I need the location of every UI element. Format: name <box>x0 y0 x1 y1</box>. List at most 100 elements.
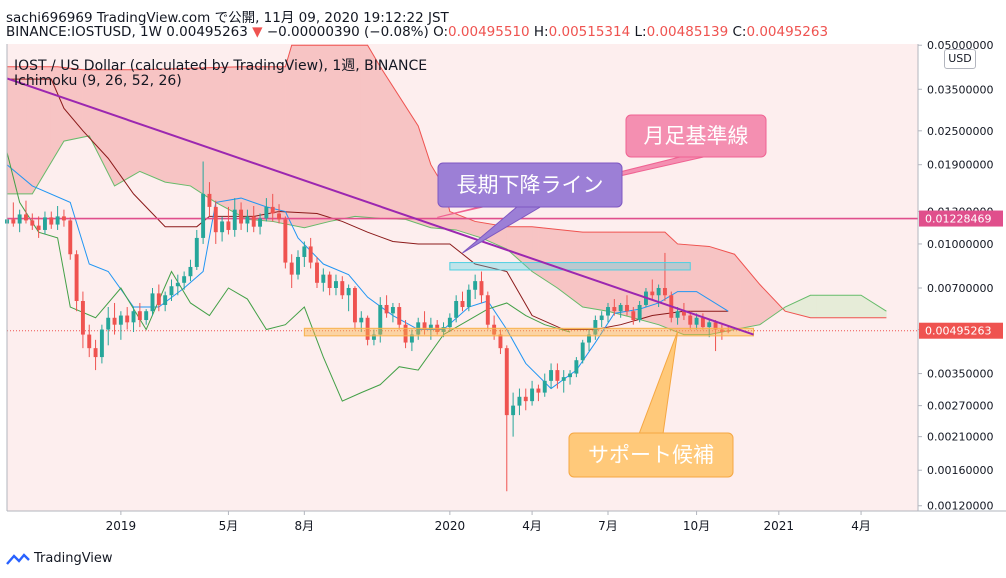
candle <box>131 307 136 333</box>
candle <box>574 357 579 378</box>
candle-body <box>390 307 395 314</box>
candle <box>99 324 104 364</box>
ichimoku-cloud-segment <box>398 95 406 220</box>
ichimoku-cloud-segment <box>753 276 761 327</box>
ichimoku-cloud-segment <box>519 226 527 267</box>
candle-body <box>599 315 604 321</box>
candle-body <box>131 311 136 323</box>
time-tick-label: 4月 <box>851 519 871 533</box>
candle-body <box>296 256 300 275</box>
candle <box>11 202 16 227</box>
candle-body <box>277 213 281 220</box>
candle <box>175 274 180 296</box>
candle <box>466 284 471 312</box>
ichimoku-cloud-segment <box>272 66 280 224</box>
candle-body <box>346 287 351 296</box>
candle-body <box>681 311 686 316</box>
low-value: 0.00485139 <box>646 24 729 40</box>
candle-body <box>606 307 610 316</box>
candle <box>61 209 66 227</box>
close-value: 0.00495263 <box>746 24 829 40</box>
brand-name: TradingView <box>34 551 113 566</box>
candle-body <box>321 274 326 283</box>
ichimoku-cloud-segment <box>645 231 653 324</box>
ichimoku-cloud-segment <box>848 294 856 319</box>
candle-body <box>327 274 332 288</box>
price-tick-label: 0.00210000 <box>927 431 993 444</box>
candle-body <box>700 317 705 328</box>
candle <box>568 370 573 385</box>
ichimoku-cloud-segment <box>607 231 615 314</box>
candle <box>719 324 724 340</box>
ichimoku-cloud-segment <box>544 227 552 285</box>
candle <box>625 295 629 316</box>
tradingview-logo-icon <box>6 552 30 566</box>
candle <box>371 329 376 346</box>
candle <box>87 324 92 358</box>
ichimoku-cloud-segment <box>727 251 735 332</box>
ichimoku-cloud-segment <box>740 260 748 329</box>
currency-button[interactable]: USD <box>944 49 976 69</box>
ichimoku-cloud-segment <box>221 66 229 210</box>
candle <box>49 211 54 229</box>
candle-body <box>137 311 142 321</box>
candle-body <box>441 327 446 333</box>
candle-body <box>169 286 174 296</box>
candle-body <box>403 324 408 343</box>
ichimoku-cloud-segment <box>215 67 223 207</box>
ichimoku-cloud-segment <box>474 221 482 239</box>
hline-price-badge: 0.01228469 <box>925 213 991 226</box>
candle-body <box>226 221 231 230</box>
down-arrow-icon: ▼ <box>252 24 263 40</box>
candle-body <box>175 282 180 287</box>
candle-body <box>587 334 591 343</box>
candle-body <box>201 193 206 238</box>
ichimoku-cloud-segment <box>550 228 558 289</box>
candle <box>441 322 446 338</box>
ichimoku-cloud-segment <box>455 213 463 233</box>
candle-body <box>251 216 256 227</box>
candle <box>523 388 528 411</box>
candle-body <box>182 276 187 283</box>
candle <box>308 237 313 269</box>
candle <box>473 274 478 300</box>
time-tick-label: 2020 <box>435 519 466 533</box>
callout-label: 月足基準線 <box>644 124 749 148</box>
candle <box>511 392 516 437</box>
candle <box>207 182 212 217</box>
candle <box>460 291 465 312</box>
ohlc-bar: BINANCE:IOSTUSD, 1W 0.00495263 ▼ −0.0000… <box>6 24 828 40</box>
candle <box>618 302 623 318</box>
candle <box>650 279 655 300</box>
candle <box>270 193 275 222</box>
candle-body <box>239 209 244 224</box>
time-tick-label: 4月 <box>522 519 542 533</box>
candle-body <box>213 206 218 233</box>
candle <box>213 200 218 244</box>
candle-body <box>656 287 661 296</box>
ichimoku-cloud-segment <box>822 294 830 319</box>
price-tick-label: 0.05000000 <box>927 39 993 52</box>
candle-body <box>207 193 212 207</box>
candle <box>485 291 490 330</box>
candle-body <box>30 220 35 226</box>
time-tick-label: 2019 <box>106 519 137 533</box>
ichimoku-cloud-segment <box>209 67 217 203</box>
candle <box>409 329 414 352</box>
ichimoku-cloud-segment <box>677 243 685 336</box>
candle <box>188 259 193 282</box>
candle <box>296 250 300 280</box>
ichimoku-cloud-segment <box>715 247 723 334</box>
candle-body <box>384 304 389 314</box>
candle-body <box>650 291 655 296</box>
candle-body <box>112 317 117 325</box>
candle <box>580 339 585 364</box>
ichimoku-cloud-segment <box>373 54 381 219</box>
candle-body <box>466 289 471 308</box>
ichimoku-cloud-segment <box>614 231 621 315</box>
candle-body <box>517 396 522 406</box>
ichimoku-cloud-segment <box>601 231 609 312</box>
candle <box>447 313 452 333</box>
